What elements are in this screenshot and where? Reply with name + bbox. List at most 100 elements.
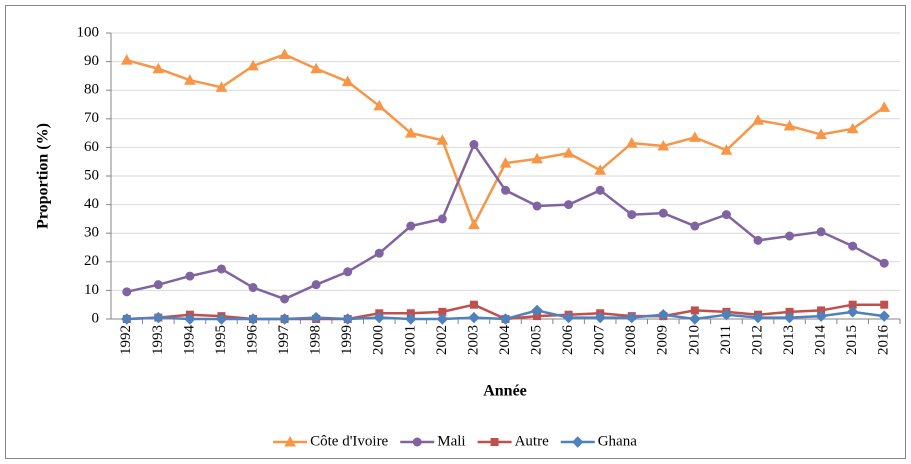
x-tick-label: 2002 (434, 325, 450, 355)
data-point (310, 62, 322, 74)
legend-label: Autre (515, 433, 549, 449)
data-point (878, 101, 891, 112)
y-tick-label: 70 (84, 110, 99, 126)
data-point (247, 59, 259, 71)
y-tick-label: 0 (92, 310, 100, 326)
data-point (406, 221, 416, 231)
x-tick-label: 2005 (528, 325, 544, 355)
data-point (627, 210, 637, 220)
data-point (341, 75, 354, 87)
data-point (658, 208, 668, 218)
data-point (657, 309, 670, 321)
data-point (311, 280, 321, 290)
data-point (783, 311, 796, 324)
y-tick-label: 90 (84, 53, 99, 69)
x-tick-label: 1998 (308, 325, 324, 355)
y-tick-label: 50 (84, 167, 99, 183)
data-point (562, 311, 575, 324)
data-point (752, 311, 764, 324)
data-point (468, 311, 480, 324)
legend-swatch-marker (490, 438, 499, 446)
data-point (848, 241, 858, 251)
data-point (373, 311, 385, 324)
data-point (469, 300, 478, 309)
data-point (248, 283, 258, 293)
y-tick-label: 10 (84, 282, 99, 298)
data-point (531, 152, 543, 164)
y-tick-label: 80 (84, 82, 99, 98)
data-point (720, 144, 733, 155)
data-point (816, 227, 826, 237)
data-point (184, 313, 196, 325)
data-point (120, 54, 133, 65)
x-tick-label: 1992 (118, 325, 134, 355)
data-point (564, 200, 574, 210)
data-point (689, 313, 701, 325)
data-point (469, 140, 479, 150)
data-point (184, 74, 196, 85)
y-tick-label: 100 (77, 24, 100, 40)
data-point (594, 164, 607, 175)
data-point (341, 313, 354, 325)
x-tick-label: 2010 (686, 325, 702, 355)
x-tick-label: 1999 (339, 325, 355, 355)
data-point (783, 119, 796, 131)
x-tick-label: 2003 (465, 325, 481, 355)
y-tick-label: 30 (84, 225, 99, 241)
data-point (753, 235, 763, 245)
x-axis-label: Année (483, 383, 527, 400)
x-tick-label: 1995 (213, 325, 229, 355)
legend-label: Côte d'Ivoire (310, 433, 388, 449)
data-point (499, 313, 512, 325)
y-tick-label: 20 (84, 253, 99, 269)
legend-item: Mali (400, 433, 466, 449)
x-tick-label: 2009 (655, 325, 671, 355)
data-point (532, 201, 542, 211)
data-point (122, 287, 132, 297)
data-point (846, 306, 859, 318)
data-point (720, 309, 733, 321)
x-tick-label: 2000 (371, 325, 387, 355)
data-point (405, 313, 417, 325)
x-tick-label: 2015 (844, 325, 860, 355)
chart-frame (5, 5, 906, 459)
x-tick-label: 2006 (560, 325, 576, 356)
data-point (878, 310, 890, 322)
data-point (501, 185, 510, 195)
legend-swatch-marker (572, 436, 584, 448)
x-tick-label: 1996 (244, 325, 260, 356)
data-point (436, 313, 449, 325)
x-tick-label: 2012 (749, 325, 765, 355)
data-point (437, 214, 447, 224)
data-point (153, 280, 163, 290)
data-point (185, 271, 195, 281)
y-tick-label: 40 (84, 196, 99, 212)
x-tick-label: 1993 (150, 325, 166, 355)
y-tick-label: 60 (84, 139, 99, 155)
data-point (846, 122, 859, 134)
data-point (879, 258, 889, 268)
data-point (215, 81, 228, 92)
data-point (280, 294, 290, 304)
data-point (690, 306, 699, 315)
data-point (690, 221, 700, 231)
data-point (531, 304, 543, 317)
data-point (216, 264, 226, 274)
legend-item: Côte d'Ivoire (273, 433, 389, 449)
data-point (121, 313, 133, 325)
x-tick-label: 2004 (497, 325, 513, 356)
data-point (625, 137, 638, 148)
legend-swatch-marker (284, 435, 296, 447)
data-point (657, 139, 670, 151)
x-tick-label: 2008 (623, 325, 639, 355)
data-point (815, 128, 827, 140)
data-point (152, 62, 165, 74)
data-point (689, 131, 701, 142)
data-point (594, 311, 606, 324)
data-point (310, 311, 322, 324)
data-point (880, 300, 889, 309)
data-point (247, 313, 259, 325)
legend-label: Mali (437, 433, 465, 449)
legend-swatch-marker (412, 437, 422, 447)
